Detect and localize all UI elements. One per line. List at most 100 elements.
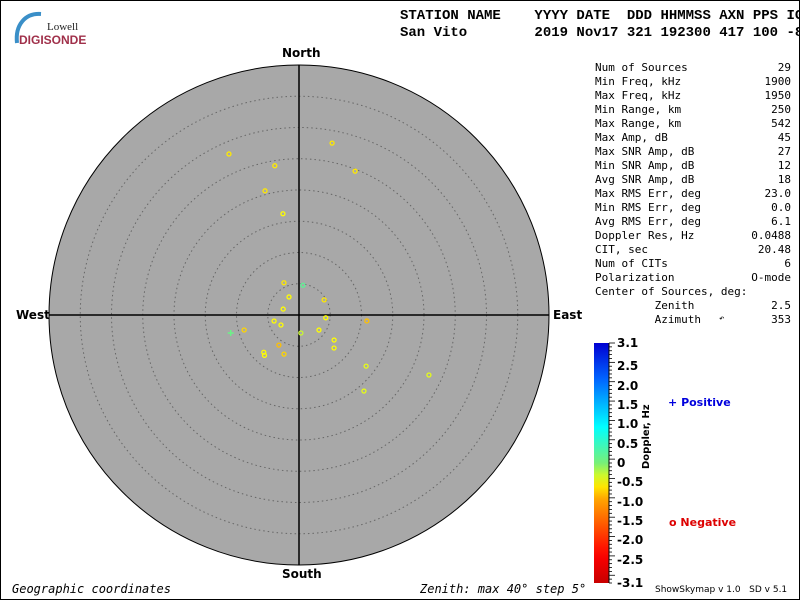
logo-lowell: Lowell <box>47 21 79 33</box>
stat-value: 0.0 <box>771 201 791 214</box>
legend-positive-label: Positive <box>681 396 731 409</box>
stat-label: Doppler Res, Hz <box>595 229 695 242</box>
source-point <box>286 294 292 300</box>
header-labels: STATION NAME YYYY DATE DDD HHMMSS AXN PP… <box>400 8 800 24</box>
stat-label: Min SNR Amp, dB <box>595 159 695 172</box>
colorbar-tick-label: -1.0 <box>617 494 644 509</box>
header-values: San Vito 2019 Nov17 321 192300 417 100 -… <box>400 25 800 41</box>
colorbar-tick-label: -2.5 <box>617 552 644 567</box>
source-point <box>280 306 286 312</box>
digisonde-logo-arc <box>14 11 42 44</box>
stat-value: 353 <box>771 313 791 326</box>
stat-label: Max Range, km <box>595 117 682 130</box>
stat-row: Polarization O-mode <box>595 271 791 285</box>
colorbar-tick-label: -0.5 <box>617 475 644 490</box>
stat-label: Min RMS Err, deg <box>595 201 701 214</box>
stat-label: Max Amp, dB <box>595 131 668 144</box>
stat-value: 542 <box>771 117 791 130</box>
colorbar-tick-label: 3.1 <box>617 336 639 350</box>
stat-label: Center of Sources, deg: <box>595 285 748 298</box>
source-point <box>300 282 306 288</box>
source-point <box>426 372 432 378</box>
source-point <box>226 151 232 157</box>
source-point <box>241 327 247 333</box>
stat-row: Min SNR Amp, dB 12 <box>595 159 791 173</box>
footer-version: ShowSkymap v 1.0 SD v 5.1 <box>655 585 788 595</box>
legend-positive: + Positive <box>668 396 731 409</box>
source-point <box>364 318 370 324</box>
stat-value: 0.0488 <box>751 229 791 242</box>
source-point <box>316 327 322 333</box>
colorbar-title: Doppler, Hz <box>641 404 652 469</box>
source-point <box>276 342 282 348</box>
stat-value: O-mode <box>751 271 791 284</box>
stat-row: Min Range, km 250 <box>595 103 791 117</box>
source-point <box>261 349 267 355</box>
stat-row: Avg RMS Err, deg 6.1 <box>595 215 791 229</box>
stat-row: Center of Sources, deg: <box>595 285 791 299</box>
stat-value: 45 <box>777 131 791 144</box>
stat-label: Min Freq, kHz <box>595 75 682 88</box>
stat-value: 250 <box>771 103 791 116</box>
stat-label: Avg SNR Amp, dB <box>595 173 695 186</box>
colorbar-tick-label: -3.1 <box>617 576 644 590</box>
colorbar-tick-label: 2.0 <box>617 378 639 393</box>
stat-row: Min RMS Err, deg 0.0 <box>595 201 791 215</box>
stat-label: Zenith <box>595 299 695 312</box>
colorbar-tick-label: 1.5 <box>617 397 639 412</box>
source-point-positive <box>227 330 234 337</box>
source-point <box>363 363 369 369</box>
source-point <box>298 330 304 336</box>
stat-label: Max Freq, kHz <box>595 89 682 102</box>
stat-label: Num of Sources <box>595 61 688 74</box>
source-point <box>280 211 286 217</box>
colorbar-tick-label: -2.0 <box>617 533 644 548</box>
stat-row: Max Freq, kHz 1950 <box>595 89 791 103</box>
stat-label: Num of CITs <box>595 257 668 270</box>
plus-icon: + <box>668 396 678 409</box>
colorbar-tick-label: 0 <box>617 456 626 470</box>
stat-label: Avg RMS Err, deg <box>595 215 701 228</box>
source-point <box>329 140 335 146</box>
source-point <box>331 337 337 343</box>
stat-value: 29 <box>777 61 791 74</box>
stat-value: 18 <box>777 173 791 186</box>
source-point <box>361 388 367 394</box>
colorbar <box>594 343 609 583</box>
stat-row: Azimuth 353 <box>595 313 791 327</box>
colorbar-tick-label: 2.5 <box>617 359 639 374</box>
source-point <box>278 322 284 328</box>
source-point <box>272 163 278 169</box>
stat-row: Max Range, km 542 <box>595 117 791 131</box>
stat-row: Zenith 2.5 <box>595 299 791 313</box>
source-point <box>321 297 327 303</box>
stat-row: Max Amp, dB 45 <box>595 131 791 145</box>
source-point <box>281 351 287 357</box>
source-point <box>262 188 268 194</box>
azimuth-arrow-icon: ↶ <box>719 314 725 324</box>
colorbar-tick-label: 1.0 <box>617 417 639 432</box>
stat-row: Num of CITs 6 <box>595 257 791 271</box>
stat-value: 1950 <box>764 89 792 102</box>
stat-label: Azimuth <box>595 313 701 326</box>
east-label: East <box>553 308 583 322</box>
stat-row: Doppler Res, Hz 0.0488 <box>595 229 791 243</box>
colorbar-tick-label: -1.5 <box>617 514 644 529</box>
south-label: South <box>282 567 322 581</box>
west-label: West <box>16 308 50 322</box>
source-point <box>271 318 277 324</box>
stat-label: CIT, sec <box>595 243 648 256</box>
source-point <box>352 168 358 174</box>
stat-value: 23.0 <box>764 187 792 200</box>
stat-label: Min Range, km <box>595 103 682 116</box>
stat-value: 6.1 <box>771 215 791 228</box>
stat-label: Max RMS Err, deg <box>595 187 701 200</box>
stat-row: Max SNR Amp, dB 27 <box>595 145 791 159</box>
stat-value: 1900 <box>764 75 792 88</box>
stat-row: CIT, sec 20.48 <box>595 243 791 257</box>
logo-digisonde: DIGISONDE <box>19 33 87 47</box>
stat-value: 20.48 <box>757 243 791 256</box>
stat-value: 2.5 <box>771 299 791 312</box>
